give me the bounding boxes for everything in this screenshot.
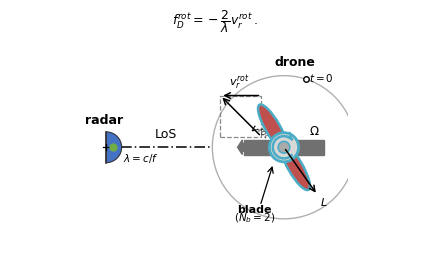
Text: $t = 0$: $t = 0$ xyxy=(309,72,334,84)
FancyArrow shape xyxy=(237,140,244,155)
Ellipse shape xyxy=(258,105,287,151)
Text: $\lambda = c/f$: $\lambda = c/f$ xyxy=(123,152,159,165)
Text: $\Omega$: $\Omega$ xyxy=(309,125,320,138)
Bar xyxy=(220,96,261,137)
Text: LoS: LoS xyxy=(155,128,177,142)
Bar xyxy=(244,140,324,155)
Ellipse shape xyxy=(280,144,310,190)
Text: $v_r^{rot}$: $v_r^{rot}$ xyxy=(229,73,249,92)
Text: blade: blade xyxy=(237,205,272,215)
Text: $v^{rot}$: $v^{rot}$ xyxy=(246,119,271,145)
Text: $(N_b = 2)$: $(N_b = 2)$ xyxy=(234,211,275,225)
Text: radar: radar xyxy=(85,114,123,127)
Text: $L$: $L$ xyxy=(320,196,328,209)
Circle shape xyxy=(278,142,290,153)
Circle shape xyxy=(269,133,298,162)
Wedge shape xyxy=(106,132,122,163)
Text: drone: drone xyxy=(274,56,315,69)
Text: $f_D^{rot} = -\dfrac{2}{\lambda}v_r^{rot}\,.$: $f_D^{rot} = -\dfrac{2}{\lambda}v_r^{rot… xyxy=(172,8,258,35)
